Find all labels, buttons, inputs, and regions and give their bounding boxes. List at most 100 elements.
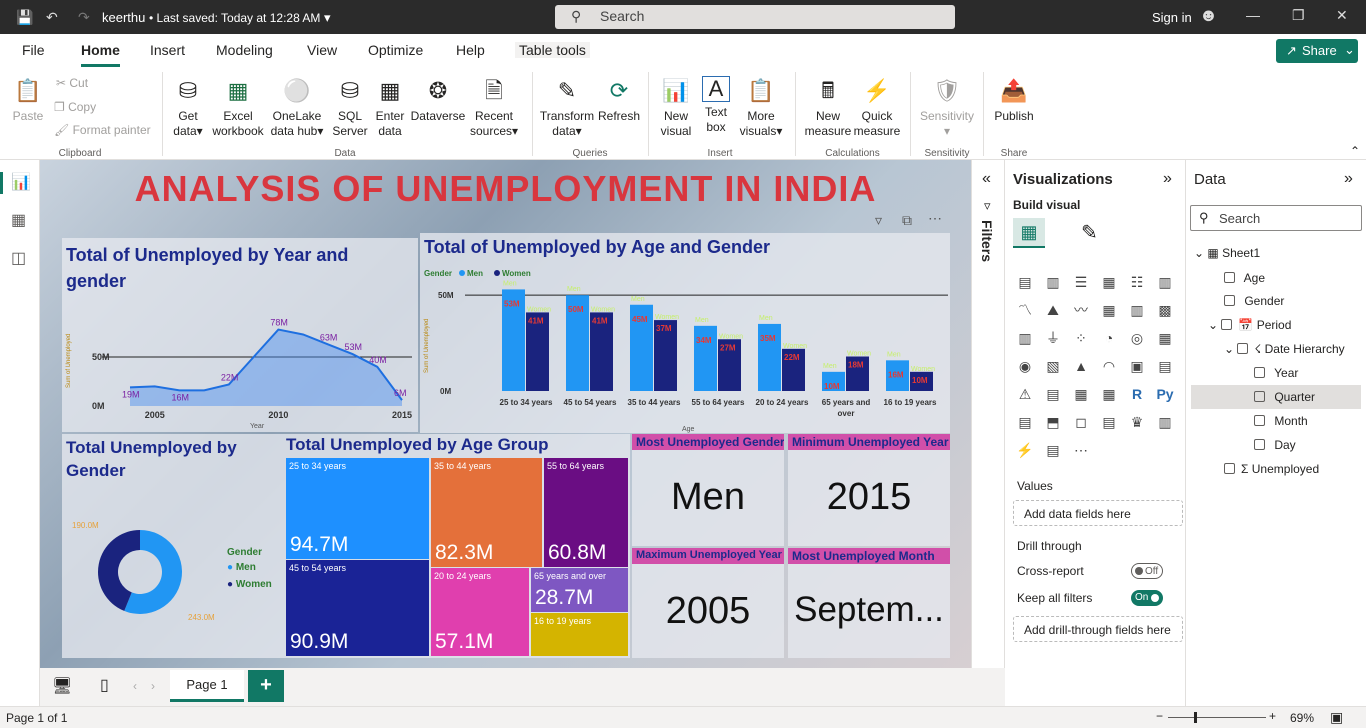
tab-help[interactable]: Help (456, 42, 485, 58)
decomposition-tree-icon[interactable]: ⬒ (1046, 414, 1060, 430)
treemap-cell[interactable]: 45 to 54 years 90.9M (286, 560, 429, 656)
tab-view[interactable]: View (307, 42, 338, 58)
new-visual-button[interactable]: 📊 New visual (660, 78, 692, 138)
minimize-icon[interactable]: — (1246, 7, 1260, 23)
collapse-data-icon[interactable]: » (1344, 170, 1353, 187)
quick-measure-button[interactable]: ⚡ Quick measure (853, 78, 901, 138)
tree-field-unemployed[interactable]: Σ Unemployed (1224, 462, 1319, 476)
line-column-icon[interactable]: ▦ (1102, 302, 1116, 318)
data-search-input[interactable]: ⚲ Search (1190, 205, 1362, 231)
power-apps-icon[interactable]: ⚡ (1016, 442, 1034, 458)
treemap-cell[interactable]: 65 years and over 28.7M (531, 568, 628, 612)
treemap-cell[interactable]: 20 to 24 years 57.1M (431, 568, 529, 656)
maximize-icon[interactable]: ❐ (1292, 7, 1305, 23)
tree-day[interactable]: Day (1254, 438, 1296, 452)
100-column-icon[interactable]: ▥ (1158, 274, 1172, 290)
card-icon[interactable]: ▣ (1130, 358, 1144, 374)
table-icon[interactable]: ▦ (1074, 386, 1088, 402)
excel-workbook-button[interactable]: ▦ Excel workbook (212, 78, 264, 138)
map-icon[interactable]: ◉ (1018, 358, 1032, 374)
more-icon[interactable]: ⋯ (1074, 442, 1088, 458)
treemap-cell[interactable]: 25 to 34 years 94.7M (286, 458, 429, 559)
desktop-layout-icon[interactable]: 🖥 (52, 678, 73, 695)
treemap-icon[interactable]: ▦ (1158, 330, 1172, 346)
keep-filters-toggle[interactable]: On (1131, 590, 1163, 606)
publish-button[interactable]: 📤 Publish (994, 78, 1034, 123)
filter-icon[interactable]: ▿ (875, 212, 883, 228)
tree-year[interactable]: Year (1254, 366, 1298, 380)
expand-icon[interactable]: « (982, 170, 991, 187)
key-influencers-icon[interactable]: ▤ (1018, 414, 1032, 430)
clustered-column-icon[interactable]: ▦ (1102, 274, 1116, 290)
card-most-unemployed-gender[interactable]: Most Unemployed Gender Men (632, 434, 784, 546)
build-visual-tab-icon[interactable]: ▦ (1013, 218, 1045, 248)
donut-icon[interactable]: ◎ (1130, 330, 1144, 346)
line-chart[interactable]: 0M 50M 19M 16M 22M 78M 63M 53M 40M 6M 2005 2010 2015… (62, 238, 418, 432)
dataverse-button[interactable]: ❂ Dataverse (410, 78, 466, 123)
new-measure-button[interactable]: 🖩 New measure (804, 78, 852, 138)
zoom-slider-thumb[interactable] (1194, 712, 1197, 723)
azure-map-icon[interactable]: ▲ (1074, 358, 1088, 374)
tree-quarter[interactable]: Quarter (1254, 390, 1315, 404)
zoom-out-button[interactable]: − (1156, 709, 1164, 723)
slicer-icon[interactable]: ▤ (1046, 386, 1060, 402)
values-well[interactable]: Add data fields here (1013, 500, 1183, 526)
area-icon[interactable]: ⛰ (1047, 302, 1059, 318)
tree-sheet1[interactable]: ⌄ ▦ Sheet1 (1194, 246, 1261, 260)
add-page-button[interactable]: + (248, 670, 284, 702)
bar-chart-panel[interactable]: Total of Unemployed by Age and Gender Ge… (420, 233, 950, 433)
line-icon[interactable]: 〽 (1018, 302, 1032, 318)
page-tab-page-1[interactable]: Page 1 (170, 670, 244, 702)
next-page-icon[interactable]: › (151, 679, 155, 693)
card-most-unemployed-month[interactable]: Most Unemployed Month Septem... (788, 548, 950, 658)
ribbon-icon[interactable]: ▩ (1158, 302, 1172, 318)
sql-server-button[interactable]: ⛁ SQL Server (332, 78, 368, 138)
cross-report-toggle[interactable]: Off (1131, 563, 1163, 579)
treemap[interactable]: 25 to 34 years 94.7M 45 to 54 years 90.9M 35… (286, 458, 628, 656)
line-chart-panel[interactable]: Total of Unemployed by Year and gender 0… (62, 238, 418, 432)
format-painter-button[interactable]: 🖌 Format painter (54, 123, 151, 137)
kpi-icon[interactable]: ⚠ (1018, 386, 1032, 402)
table-view-icon[interactable]: ▦ (11, 212, 27, 229)
gauge-icon[interactable]: ◠ (1102, 358, 1116, 374)
tree-field-age[interactable]: Age (1224, 271, 1265, 285)
share-button[interactable]: ↗ Share ⌄ (1276, 39, 1358, 63)
mobile-layout-icon[interactable]: ▯ (100, 677, 109, 694)
tab-table-tools[interactable]: Table tools (515, 42, 590, 58)
100-bar-icon[interactable]: ☷ (1130, 274, 1144, 290)
tree-field-period[interactable]: ⌄ 📅 Period (1208, 318, 1292, 332)
refresh-button[interactable]: ⟳ Refresh (597, 78, 641, 123)
python-visual-icon[interactable]: Py (1156, 386, 1174, 402)
sign-in-link[interactable]: Sign in (1152, 10, 1192, 25)
donut-panel[interactable]: Total Unemployed by Gender 243.0M 190.0M … (62, 434, 284, 658)
onelake-button[interactable]: ⚪ OneLake data hub▾ (270, 78, 324, 138)
zoom-slider[interactable] (1168, 717, 1266, 718)
bar-chart[interactable]: Gender Men Women 50M 0M Sum of Unemployed 53M M… (420, 233, 950, 433)
matrix-icon[interactable]: ▦ (1102, 386, 1116, 402)
zoom-in-button[interactable]: + (1269, 709, 1277, 723)
card-minimum-unemployed-year[interactable]: Minimum Unemployed Year 2015 (788, 434, 950, 546)
tab-file[interactable]: File (22, 42, 45, 58)
redo-icon[interactable]: ↷ (78, 9, 90, 25)
goals-icon[interactable]: ♛ (1130, 414, 1144, 430)
drill-through-well[interactable]: Add drill-through fields here (1013, 616, 1183, 642)
save-icon[interactable]: 💾 (16, 9, 34, 25)
focus-mode-icon[interactable]: ⧉ (902, 212, 912, 228)
more-options-icon[interactable]: ⋯ (928, 210, 942, 226)
scatter-icon[interactable]: ⁘ (1075, 330, 1087, 346)
qa-icon[interactable]: ◻ (1075, 414, 1087, 430)
prev-page-icon[interactable]: ‹ (133, 679, 137, 693)
waterfall-icon[interactable]: ▥ (1018, 330, 1032, 346)
format-visual-tab-icon[interactable]: ✎ (1081, 222, 1098, 244)
stacked-column-icon[interactable]: ▥ (1046, 274, 1060, 290)
stacked-area-icon[interactable]: 〰 (1074, 302, 1088, 318)
transform-data-button[interactable]: ✎ Transform data▾ (539, 78, 595, 138)
tree-month[interactable]: Month (1254, 414, 1308, 428)
multi-row-card-icon[interactable]: ▤ (1158, 358, 1172, 374)
copy-button[interactable]: ❐ Copy (54, 100, 97, 114)
fit-to-page-icon[interactable]: ▣ (1330, 709, 1344, 725)
treemap-panel[interactable]: Total Unemployed by Age Group 25 to 34 y… (284, 434, 630, 658)
filled-map-icon[interactable]: ▧ (1046, 358, 1060, 374)
treemap-cell[interactable]: 16 to 19 years (531, 613, 628, 656)
cut-button[interactable]: ✂ Cut (56, 76, 89, 90)
